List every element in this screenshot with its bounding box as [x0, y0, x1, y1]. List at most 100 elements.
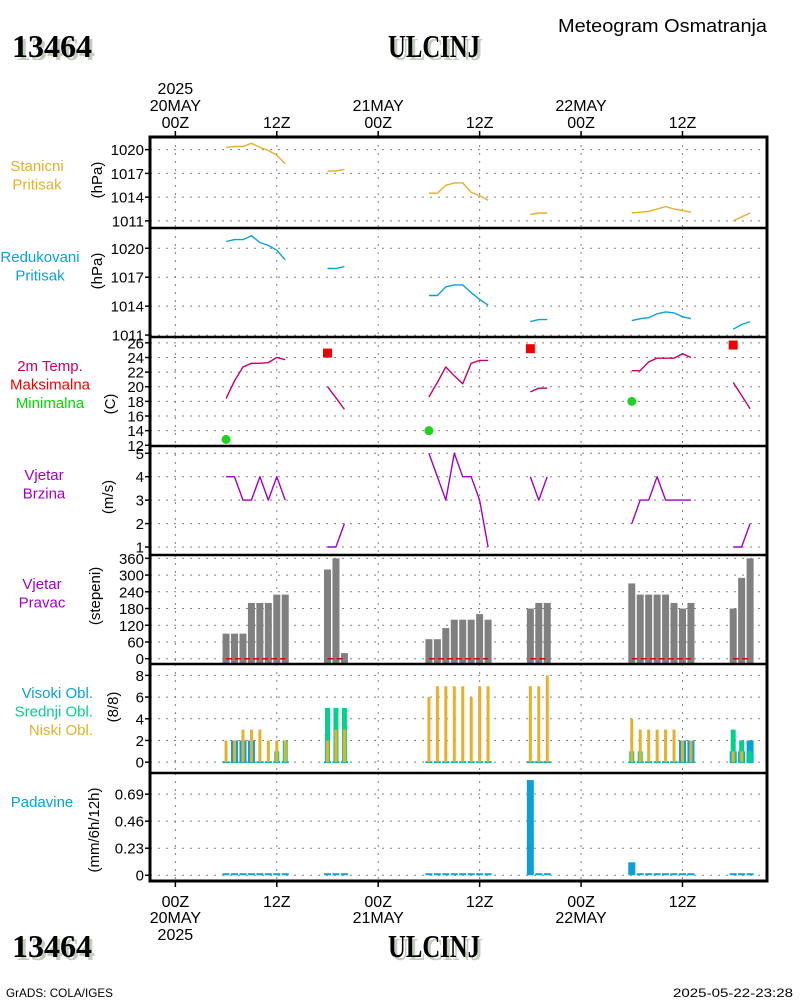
wind-direction-bar: [256, 602, 264, 664]
temp-2m-line-segment: [631, 353, 692, 372]
precipitation-bar: [332, 873, 340, 876]
cloud-low-bar: [655, 729, 659, 763]
precipitation-bar: [746, 873, 754, 876]
wind-speed-line-segment: [226, 476, 286, 501]
footer-header: 13464 13464 ULCINJ ULCINJ: [12, 928, 483, 967]
panel-clouds: 0 2 4 6 8 Visoki Obl. Srednji Obl.Niski Obl. (8…: [15, 664, 767, 773]
cloud-low-bar: [233, 740, 237, 763]
reduced-pressure-line-segment: [327, 265, 345, 270]
wind-direction-bar: [476, 614, 484, 664]
x-tick-label-time: 00Z: [567, 894, 595, 911]
precipitation-bar: [467, 873, 475, 876]
station-name-bottom: ULCINJ: [388, 928, 480, 964]
unit-label: (m/s): [100, 480, 117, 514]
temp-2m-line-segment: [326, 386, 345, 410]
wind-direction-bar: [459, 619, 467, 664]
cloud-low-bar: [275, 740, 279, 763]
y-tick-label: 360: [119, 551, 144, 568]
precipitation-bar: [645, 873, 653, 876]
y-tick-label: 2: [136, 516, 144, 533]
precipitation-bar: [653, 873, 661, 876]
wind-direction-bar: [264, 602, 272, 664]
panel-label: Srednji Obl.: [15, 704, 93, 721]
panel-reduced-pressure: 1011 1014 1017 1020 Redukovani Pritisak (hPa): [0, 228, 767, 345]
wind-direction-bar: [526, 608, 534, 664]
render-timestamp: 2025-05-22-23:28: [673, 986, 793, 1000]
station-id-bottom: 13464: [12, 928, 92, 964]
footer: GrADS: COLA/IGES 2025-05-22-23:28: [6, 986, 793, 1000]
y-tick-label: 18: [127, 394, 144, 411]
y-tick-label: 1017: [111, 270, 144, 287]
y-tick-label: 0: [136, 755, 144, 772]
station-id-shadow: 13464: [15, 31, 95, 67]
precipitation-bar: [459, 873, 467, 876]
cloud-low-bar: [325, 740, 329, 763]
plot-border: [148, 135, 769, 883]
y-tick-label: 4: [136, 469, 144, 486]
x-tick-label-time: 12Z: [669, 894, 697, 911]
cloud-low-bar: [731, 751, 735, 763]
wind-direction-bar: [628, 583, 636, 664]
precipitation-bar: [450, 873, 458, 876]
x-tick-label-date: 21MAY: [353, 98, 405, 115]
series-group: [226, 142, 751, 222]
y-tick-label: 4: [136, 711, 144, 728]
wind-speed-line-segment: [529, 476, 548, 501]
reduced-pressure-line-segment: [631, 311, 692, 322]
wind-direction-bar: [535, 602, 543, 664]
panel-label: Brzina: [23, 486, 66, 503]
y-tick-label: 12: [127, 438, 144, 455]
cloud-low-bar: [469, 697, 473, 763]
precipitation-bar: [222, 873, 230, 876]
station-name-bottom-shadow: ULCINJ: [391, 931, 483, 967]
meteogram-title: Meteogram Osmatranja: [558, 16, 768, 36]
panel-label: Maksimalna: [10, 377, 91, 394]
x-tick-label-date: 20MAY: [150, 98, 202, 115]
x-tick-label-time: 12Z: [466, 894, 494, 911]
cloud-mid-bar: [324, 707, 330, 763]
y-tick-label: 5: [136, 446, 144, 463]
cloud-low-bar: [258, 729, 262, 763]
cloud-low-bar: [647, 729, 651, 763]
y-tick-label: 16: [127, 409, 144, 426]
cloud-low-bar: [638, 729, 642, 763]
series-group: [221, 340, 751, 444]
reduced-pressure-line-segment: [530, 318, 548, 323]
series-group: [222, 675, 754, 764]
cloud-mid-bar: [730, 729, 736, 763]
cloud-low-bar: [664, 729, 668, 763]
precipitation-bar: [433, 873, 441, 876]
wind-direction-bar: [729, 608, 737, 664]
y-tick-label: 1014: [111, 299, 144, 316]
reduced-pressure-line-segment: [225, 234, 286, 261]
reduced-pressure-line-segment: [732, 320, 751, 330]
wind-direction-bar: [332, 558, 340, 664]
precipitation-bar: [484, 873, 492, 876]
panel-label: Pritisak: [15, 268, 65, 285]
wind-direction-bar: [543, 602, 551, 664]
precipitation-bar: [535, 873, 543, 876]
precipitation-bar: [662, 873, 670, 876]
precipitation-bar: [543, 873, 551, 876]
x-tick-label-time: 00Z: [162, 894, 190, 911]
x-tick-label-time: 12Z: [466, 115, 494, 132]
y-tick-label: 180: [119, 601, 144, 618]
temp-min-marker: [424, 426, 434, 436]
precipitation-bar: [670, 873, 678, 876]
precipitation-bar: [729, 873, 737, 876]
y-tick-label: 0.46: [115, 814, 144, 831]
panel-station-pressure: 1011 1014 1017 1020 Stanicni Pritisak (hPa): [10, 137, 767, 230]
panel-label: Stanicni: [10, 158, 63, 175]
y-tick-label: 3: [136, 493, 144, 510]
precipitation-bar: [273, 873, 281, 876]
series-group: [226, 452, 751, 548]
cloud-mid-bar: [747, 751, 753, 763]
header: 13464 13464 ULCINJ ULCINJ Meteogram Osma…: [12, 16, 768, 67]
precipitation-bar: [256, 873, 264, 876]
precipitation-bar: [340, 873, 348, 876]
precipitation-bar: [247, 873, 255, 876]
panel-label: Padavine: [11, 794, 74, 811]
station-pressure-line-segment: [327, 168, 345, 172]
